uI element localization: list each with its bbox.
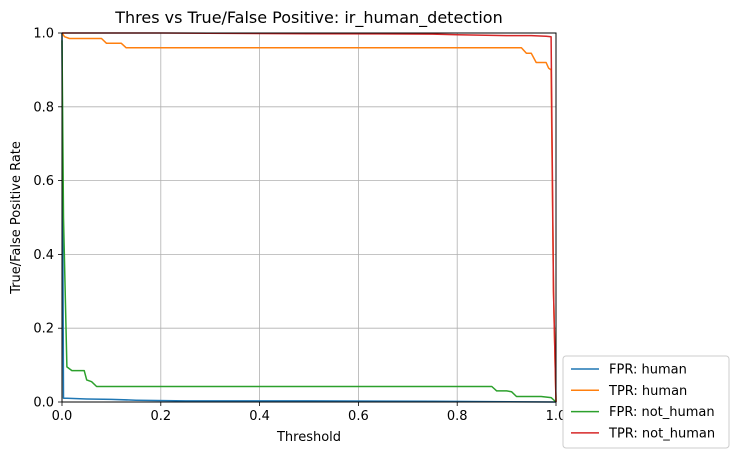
x-tick-label: 0.0 [52, 409, 73, 424]
y-tick-label: 0.0 [33, 396, 54, 411]
x-tick-label: 1.0 [546, 409, 567, 424]
series-lines [61, 32, 557, 403]
y-tick-label: 1.0 [33, 27, 54, 42]
x-tick-label: 0.4 [249, 409, 270, 424]
legend-item: FPR: human [571, 363, 687, 378]
legend-label: TPR: not_human [608, 426, 715, 441]
y-tick-label: 0.8 [33, 100, 54, 115]
legend-label: TPR: human [608, 384, 687, 399]
legend-item: FPR: not_human [571, 405, 715, 420]
series-line-fpr-not-human [61, 40, 557, 403]
y-axis-label: True/False Positive Rate [9, 141, 24, 295]
y-tick-label: 0.2 [33, 322, 54, 337]
series-line-tpr-not-human [62, 32, 557, 403]
x-tick-label: 0.8 [447, 409, 468, 424]
legend-label: FPR: human [609, 363, 687, 378]
x-axis-label: Threshold [276, 430, 341, 445]
series-line-tpr-human [61, 32, 557, 403]
legend-item: TPR: human [571, 384, 687, 399]
chart-title: Thres vs True/False Positive: ir_human_d… [114, 8, 502, 28]
x-axis-ticks: 0.0 0.2 0.4 0.6 0.8 1.0 [52, 402, 567, 424]
x-tick-label: 0.6 [348, 409, 369, 424]
y-tick-label: 0.4 [33, 248, 54, 263]
y-axis-ticks: 0.0 0.2 0.4 0.6 0.8 1.0 [33, 27, 62, 411]
x-tick-label: 0.2 [150, 409, 171, 424]
grid-lines [61, 32, 557, 403]
y-tick-label: 0.6 [33, 174, 54, 189]
legend: FPR: human TPR: human FPR: not_human TPR: n… [562, 355, 730, 449]
series-line-fpr-human [61, 32, 557, 403]
plot-frame [61, 32, 557, 403]
legend-label: FPR: not_human [609, 405, 715, 420]
legend-item: TPR: not_human [571, 426, 715, 441]
legend-box [562, 355, 730, 449]
